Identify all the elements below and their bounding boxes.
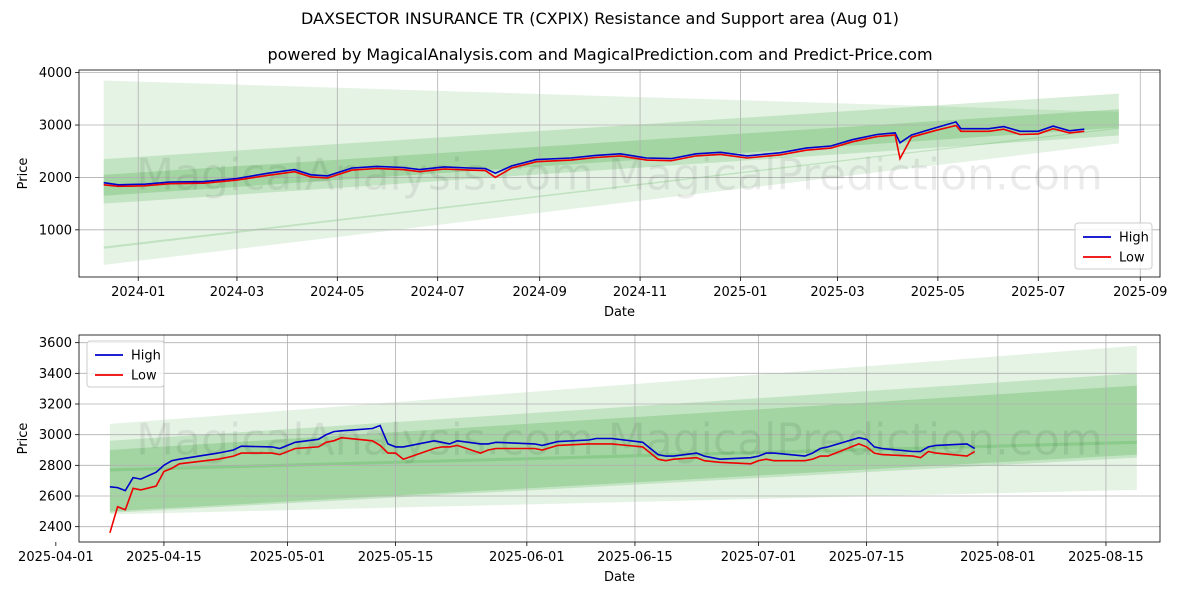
x-tick-label: 2025-05-01 (250, 550, 326, 565)
y-tick-label: 1000 (39, 223, 72, 238)
x-axis-label: Date (604, 305, 635, 320)
x-tick-label: 2025-03 (810, 285, 864, 300)
chart-panel-1: MagicalAnalysis.com MagicalPrediction.co… (16, 66, 1167, 320)
chart-subtitle: powered by MagicalAnalysis.com and Magic… (267, 45, 933, 64)
x-tick-label: 2025-07-01 (721, 550, 797, 565)
x-tick-label: 2025-01 (713, 285, 767, 300)
chart-title: DAXSECTOR INSURANCE TR (CXPIX) Resistanc… (300, 9, 900, 28)
support-resistance-band (103, 80, 1119, 265)
series-line-low (103, 124, 1085, 188)
watermark-text: MagicalAnalysis.com MagicalPrediction.co… (136, 150, 1103, 201)
x-tick-label: 2024-01 (111, 285, 165, 300)
x-tick-label: 2025-06-15 (597, 550, 673, 565)
x-tick-label: 2025-07 (1011, 285, 1065, 300)
y-tick-label: 3200 (39, 398, 72, 413)
y-tick-label: 3400 (39, 367, 72, 382)
y-tick-label: 3000 (39, 119, 72, 134)
x-tick-label: 2025-04-01 (18, 550, 94, 565)
y-tick-label: 3600 (39, 336, 72, 351)
support-resistance-band (103, 127, 1119, 249)
series-line-high (109, 424, 976, 492)
chart-panel-2: MagicalAnalysis.com MagicalPrediction.co… (16, 334, 1161, 585)
x-tick-label: 2025-05-15 (358, 550, 434, 565)
series-line-high (103, 120, 1085, 186)
y-tick-label: 2600 (39, 490, 72, 505)
legend-label-high: High (1119, 231, 1149, 246)
plot-area: MagicalAnalysis.com MagicalPrediction.co… (79, 70, 1160, 277)
y-tick-label: 3000 (39, 428, 72, 443)
series-line-low (109, 436, 976, 534)
legend-label-high: High (131, 349, 161, 364)
legend: High Low (86, 340, 165, 388)
x-tick-label: 2025-08-15 (1068, 550, 1144, 565)
x-tick-label: 2025-07-15 (829, 550, 905, 565)
legend: High Low (1074, 222, 1153, 270)
support-resistance-band (103, 109, 1119, 196)
support-resistance-band (109, 373, 1137, 513)
x-tick-label: 2025-04-15 (126, 550, 202, 565)
x-tick-label: 2025-05 (911, 285, 965, 300)
legend-label-low: Low (131, 369, 157, 384)
support-resistance-band (103, 93, 1119, 204)
plot-frame (78, 69, 1161, 278)
y-tick-label: 2800 (39, 459, 72, 474)
support-resistance-band (109, 385, 1137, 512)
y-tick-label: 2400 (39, 520, 72, 535)
y-axis-label: Price (16, 158, 31, 190)
x-tick-label: 2025-06-01 (489, 550, 565, 565)
x-tick-label: 2024-03 (210, 285, 264, 300)
support-resistance-band (109, 345, 1137, 515)
x-tick-label: 2024-05 (310, 285, 364, 300)
y-tick-label: 2000 (39, 171, 72, 186)
x-tick-label: 2024-09 (513, 285, 567, 300)
x-tick-label: 2024-07 (411, 285, 465, 300)
x-tick-label: 2025-08-01 (960, 550, 1036, 565)
y-axis-label: Price (16, 423, 31, 455)
y-tick-label: 4000 (39, 66, 72, 81)
legend-label-low: Low (1119, 251, 1145, 266)
plot-frame (78, 334, 1161, 543)
x-tick-label: 2024-11 (613, 285, 667, 300)
plot-area: MagicalAnalysis.com MagicalPrediction.co… (79, 335, 1160, 542)
x-axis-label: Date (604, 570, 635, 585)
x-tick-label: 2025-09 (1113, 285, 1167, 300)
